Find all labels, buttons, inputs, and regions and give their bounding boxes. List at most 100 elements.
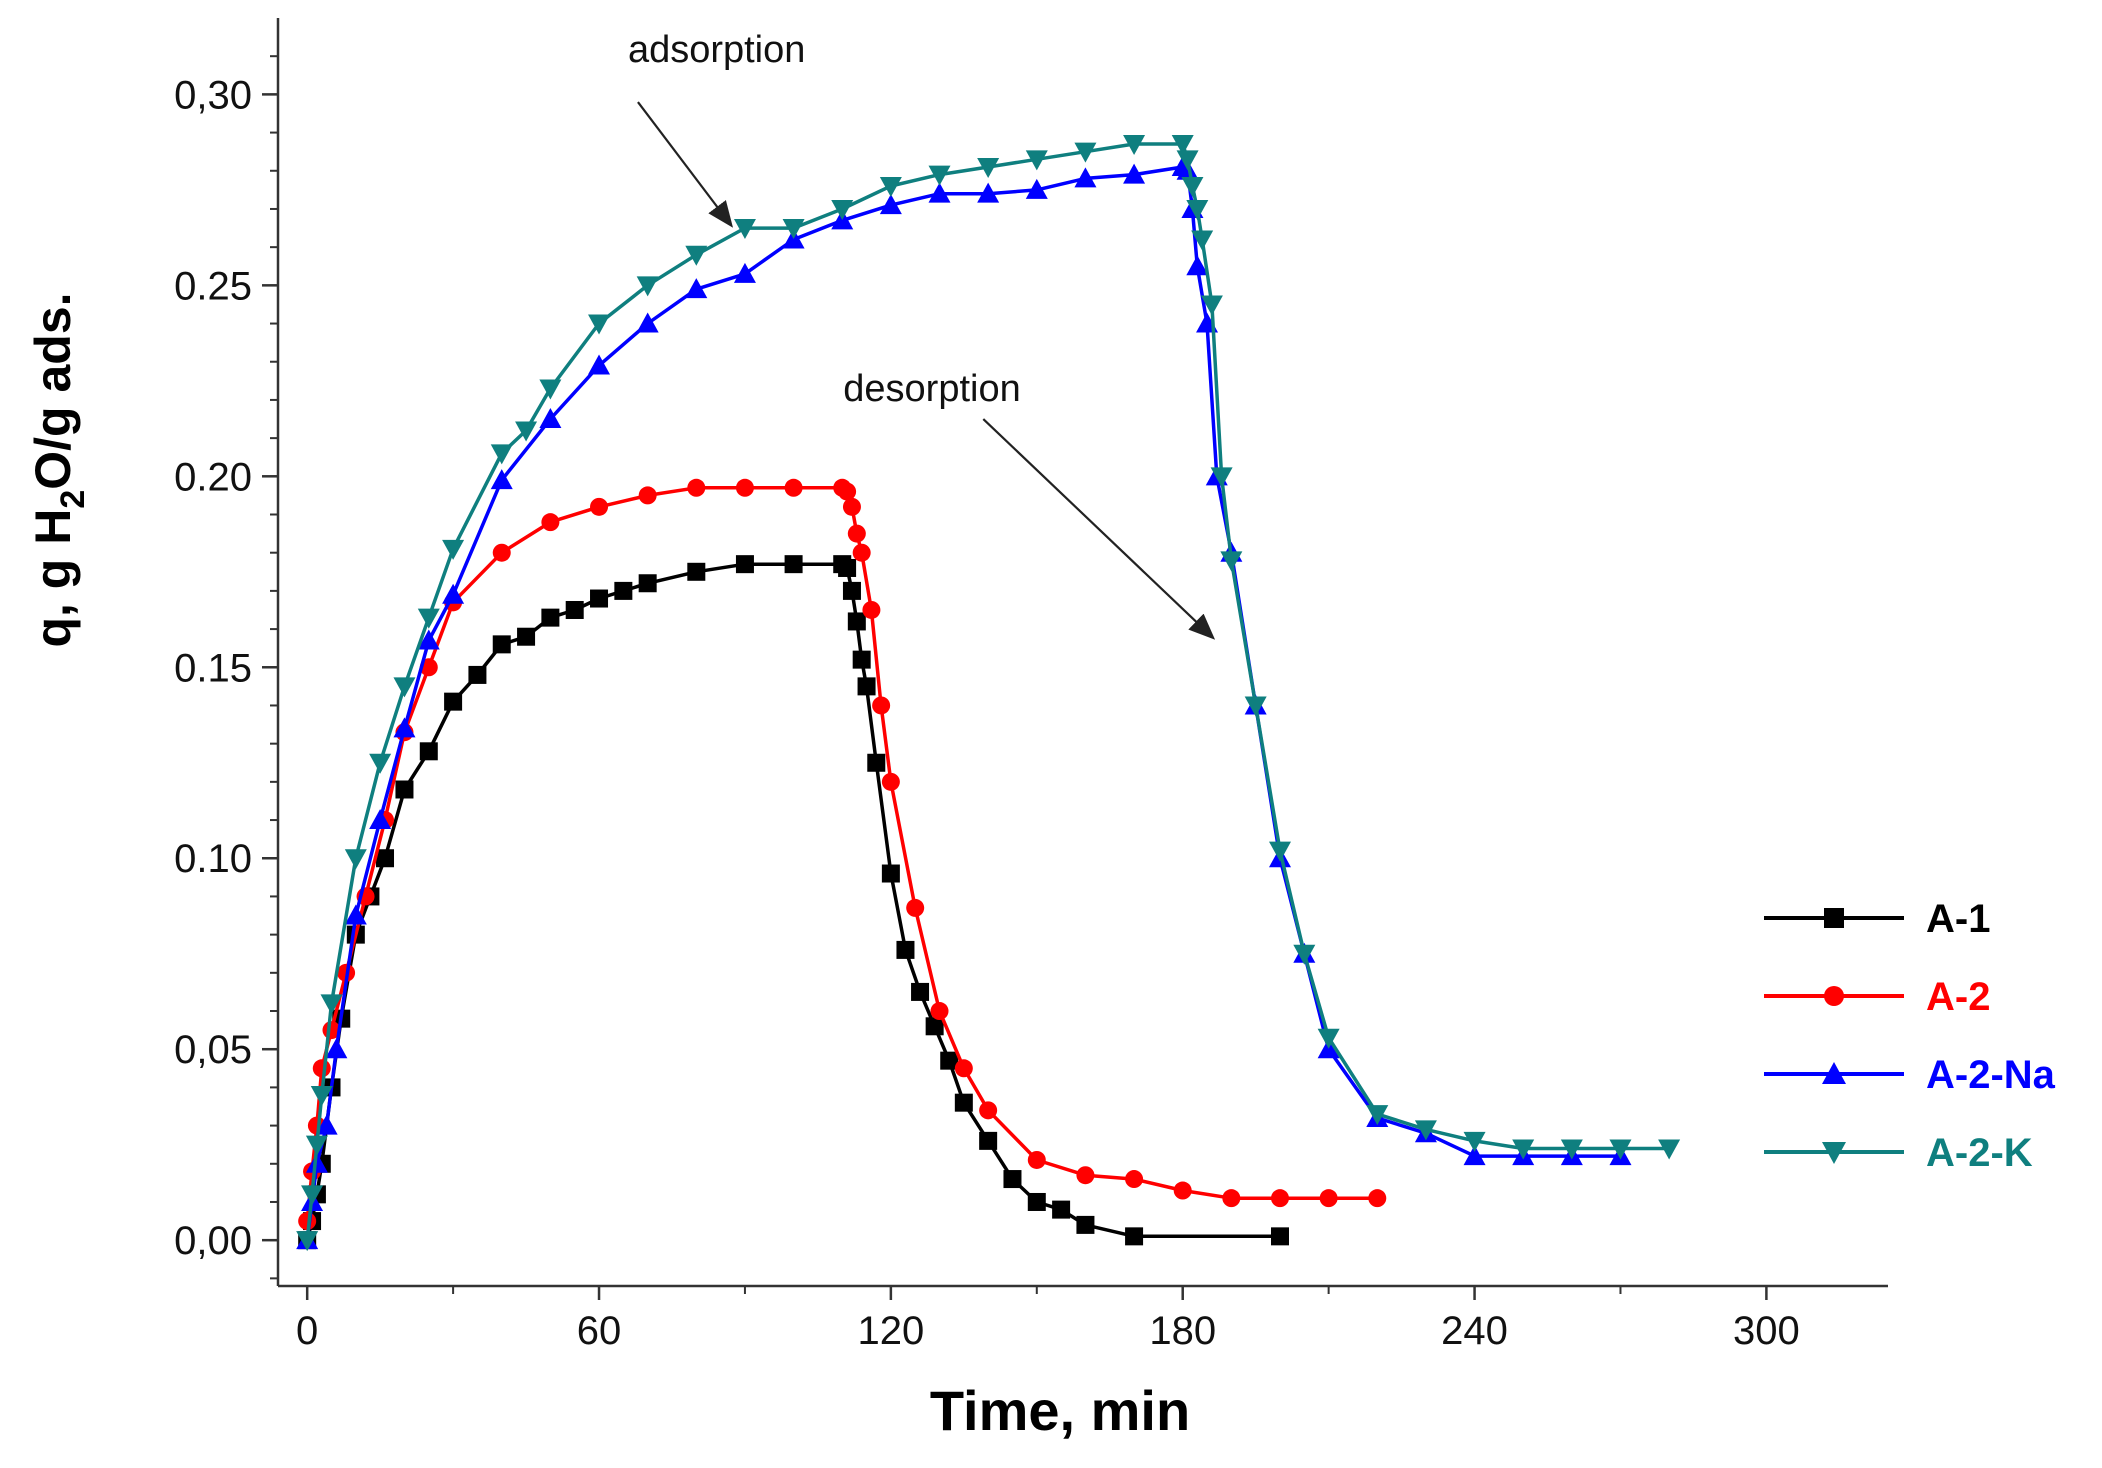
x-tick-label: 240 xyxy=(1441,1309,1508,1353)
data-point xyxy=(925,1017,944,1036)
data-point xyxy=(879,194,902,215)
data-point xyxy=(896,940,915,959)
data-point xyxy=(881,864,900,883)
data-point xyxy=(979,1131,998,1150)
data-point xyxy=(588,354,611,375)
data-point xyxy=(1366,1105,1389,1126)
data-point xyxy=(1270,1227,1289,1246)
data-point xyxy=(881,772,900,791)
legend: A-1 A-2 A-2-Na A-2-K xyxy=(1764,897,2056,1175)
data-point xyxy=(687,478,706,497)
legend-item-A-1: A-1 xyxy=(1764,897,1990,941)
data-point xyxy=(1222,1189,1241,1208)
series-A-2-Na xyxy=(296,155,1632,1250)
y-tick-label: 0.15 xyxy=(174,646,252,690)
data-point xyxy=(296,1231,319,1252)
data-point xyxy=(687,562,706,581)
data-point xyxy=(636,276,659,297)
data-point xyxy=(852,543,871,562)
data-point xyxy=(879,177,902,198)
data-point xyxy=(490,444,513,465)
data-point xyxy=(301,1185,324,1206)
data-point xyxy=(325,1038,348,1059)
y-tick-label: 0.25 xyxy=(174,264,252,308)
data-point xyxy=(1368,1189,1387,1208)
legend-label: A-2-K xyxy=(1926,1131,2033,1175)
data-point xyxy=(784,478,803,497)
data-point xyxy=(1171,135,1194,156)
data-point xyxy=(590,589,609,608)
data-point xyxy=(1220,551,1243,572)
data-point xyxy=(867,753,886,772)
data-point xyxy=(1609,1139,1632,1160)
data-point xyxy=(344,904,367,925)
data-point xyxy=(1123,135,1146,156)
data-point xyxy=(442,583,465,604)
data-point xyxy=(417,608,440,629)
data-point xyxy=(1822,1062,1846,1084)
x-tick-label: 60 xyxy=(577,1309,622,1353)
data-point xyxy=(1076,1215,1095,1234)
series-line xyxy=(305,562,1280,1241)
data-point xyxy=(782,219,805,240)
data-point xyxy=(1293,944,1316,965)
legend-item-A-2-Na: A-2-Na xyxy=(1764,1053,2056,1097)
data-point xyxy=(847,524,866,543)
series-line xyxy=(305,142,1670,1241)
data-point xyxy=(685,278,708,299)
data-point xyxy=(638,574,657,593)
data-point xyxy=(1319,1189,1338,1208)
data-point xyxy=(369,809,392,830)
data-point xyxy=(369,753,392,774)
series-line xyxy=(305,486,1378,1222)
data-point xyxy=(1244,696,1267,717)
data-point xyxy=(928,182,951,203)
data-point xyxy=(847,612,866,631)
data-point xyxy=(1025,178,1048,199)
data-point xyxy=(1822,1142,1846,1164)
data-point xyxy=(831,199,854,220)
legend-label: A-2 xyxy=(1926,975,1990,1019)
series-A-2 xyxy=(298,478,1387,1231)
data-point xyxy=(977,182,1000,203)
data-point xyxy=(1200,295,1223,316)
data-point xyxy=(310,1086,333,1107)
y-tick-label: 0,30 xyxy=(174,73,252,117)
data-point xyxy=(1824,986,1844,1006)
data-point xyxy=(1268,841,1291,862)
x-axis-title: Time, min xyxy=(930,1379,1190,1442)
x-axis: 0 60 120 180 240 300 xyxy=(296,1286,1800,1353)
y-tick-label: 0,05 xyxy=(174,1028,252,1072)
data-point xyxy=(1210,467,1233,488)
data-point xyxy=(842,581,861,600)
data-point xyxy=(515,421,538,442)
series-layer xyxy=(296,135,1681,1252)
data-point xyxy=(565,600,584,619)
data-point xyxy=(312,1059,331,1078)
data-point xyxy=(784,555,803,574)
data-point xyxy=(1123,163,1146,184)
data-point xyxy=(1414,1120,1437,1141)
data-point xyxy=(735,555,754,574)
x-tick-label: 180 xyxy=(1149,1309,1216,1353)
data-point xyxy=(1317,1028,1340,1049)
y-axis: 0,00 0,05 0.10 0.15 0.20 0.25 0,30 xyxy=(174,55,278,1280)
annotation-label: desorption xyxy=(843,368,1020,410)
data-point xyxy=(928,165,951,186)
data-point xyxy=(492,543,511,562)
data-point xyxy=(444,692,463,711)
data-point xyxy=(1186,255,1209,276)
data-point xyxy=(1191,230,1214,251)
data-point xyxy=(906,898,925,917)
data-point xyxy=(872,696,891,715)
legend-label: A-2-Na xyxy=(1926,1053,2056,1097)
data-point xyxy=(1003,1170,1022,1189)
data-point xyxy=(393,677,416,698)
series-A-2-K xyxy=(296,135,1681,1252)
data-point xyxy=(1125,1170,1144,1189)
data-point xyxy=(419,742,438,761)
data-point xyxy=(1176,150,1199,171)
data-point xyxy=(1027,1150,1046,1169)
data-point xyxy=(852,650,871,669)
